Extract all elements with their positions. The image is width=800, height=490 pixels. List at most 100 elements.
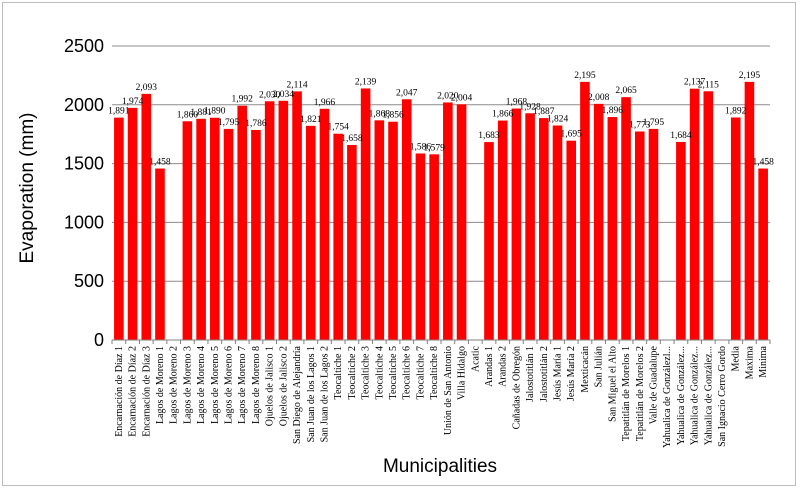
data-label: 1,860 [177,110,199,120]
data-label: 1,458 [752,158,774,168]
x-tick-label: Yahualica de González... [690,346,701,445]
data-label: 2,139 [355,77,377,87]
x-tick-label: Ojuelos de Jalisco 1 [265,346,276,426]
bar [333,133,343,340]
bar [251,129,261,340]
x-tick-label: Teocaltiche 5 [388,346,399,399]
y-tick-label: 500 [74,271,104,291]
x-tick-label: San Julián [594,346,605,387]
data-label: 1,795 [218,118,240,128]
bar [141,93,152,341]
bar [292,91,302,340]
x-tick-label: Lagos de Moreno 1 [155,346,166,424]
x-tick-label: San Juan de los Lagos 2 [319,346,330,442]
x-tick-label: Minima [758,345,769,377]
x-tick-label: Lagos de Moreno 7 [237,346,248,424]
bar [114,117,124,340]
data-label: 1,868 [369,109,391,119]
bar [443,102,453,340]
x-tick-label: Lagos de Moreno 2 [169,346,180,424]
data-label: 1,458 [149,158,171,168]
bar [127,107,138,340]
bar [237,105,248,340]
data-label: 2,047 [396,88,418,98]
bar [429,154,439,340]
data-label: 1,968 [506,98,528,108]
data-label: 2,093 [136,83,158,93]
bar [278,100,289,340]
x-tick-label: Villa Hidalgo [457,346,468,400]
bar [264,101,275,340]
grid-lines [112,45,770,282]
data-label: 1,683 [478,131,500,141]
bar [196,118,206,340]
x-tick-label: Cañadas de Obregón [511,346,522,429]
bar [456,104,467,341]
x-tick-label: Teocaltiche 4 [374,346,385,399]
data-labels: 1,8911,9742,0931,4581,8601,8811,8901,795… [108,71,774,168]
data-label: 1,992 [232,95,254,105]
x-tick-label: Teocaltiche 8 [429,346,440,399]
data-label: 1,658 [341,134,363,144]
x-tick-label: Acatic [470,345,481,372]
bar [511,108,522,340]
x-tick-label: San Juan de los Lagos 1 [306,346,317,442]
data-label: 1,966 [314,98,336,108]
x-tick-label: Lagos de Moreno 5 [210,346,221,424]
bar [210,117,220,341]
bar [703,91,714,340]
x-tick-label: Maxima [744,345,755,379]
x-tick-label: Teocaltiche 6 [402,346,413,399]
x-tick-label: Teocaltiche 2 [347,346,358,399]
data-label: 2,115 [698,80,719,90]
x-tick-label: Yahualica de Gonzálezl... [662,346,673,448]
x-tick-label: Lagos de Moreno 8 [251,346,262,424]
x-axis-title: Municipalities [383,456,497,477]
x-tick-label: Encarnación de Díaz 1 [114,346,125,437]
x-tick-label: Yahualica de González... [676,346,687,445]
x-tick-label: Tepatitlán de Morelos 2 [635,346,646,441]
x-tick-label: Lagos de Moreno 4 [196,346,207,424]
x-tick-label: Teocaltiche 7 [415,346,426,399]
y-axis-title: Evaporation (mm) [17,113,38,264]
data-label: 1,891 [108,107,130,117]
y-tick-label: 2500 [64,36,104,56]
data-label: 1,892 [725,107,747,117]
x-tick-label: Unión de San Antonio [443,346,454,435]
bar [182,121,193,340]
data-label: 2,114 [287,80,308,90]
bars [114,81,768,341]
x-tick-label: Tepatitlán de Morelos 1 [621,346,632,441]
x-tick-label: Lagos de Moreno 3 [182,346,193,424]
x-tick-label: San Miguel el Alto [607,346,618,422]
data-label: 1,856 [382,111,404,121]
data-label: 1,821 [300,115,322,125]
x-tick-label: Encarnación de Díaz 3 [141,346,152,437]
x-tick-label: Media [731,345,742,371]
x-tick-label: Mexticacán [580,346,591,393]
y-tick-label: 2000 [64,95,104,115]
bar [648,128,659,340]
y-tick-label: 0 [94,330,104,350]
data-label: 2,020 [437,91,459,101]
x-tick-label: Jesús María 1 [553,346,564,401]
y-tick-label: 1000 [64,212,104,232]
x-tick-label: Ojuelos de Jalisco 2 [278,346,289,426]
bar [305,125,316,340]
data-label: 1,890 [204,107,226,117]
x-tick-label: Arandas 2 [498,346,509,387]
x-axis-ticks: Encarnación de Díaz 1 Encarnación de Díaz… [111,340,771,448]
x-tick-label: Encarnación de Díaz 2 [128,346,139,437]
x-tick-label: Teocaltiche 3 [361,346,372,399]
data-label: 1,896 [602,106,624,116]
data-label: 2,137 [684,78,706,88]
bar [730,117,741,341]
y-axis-ticks: 0 500 1000 1500 2000 2500 [64,36,104,350]
data-label: 1,881 [190,108,212,118]
data-label: 2,195 [739,71,761,81]
data-label: 1,866 [492,110,514,120]
bar [497,120,508,340]
data-label: 1,579 [423,143,445,153]
